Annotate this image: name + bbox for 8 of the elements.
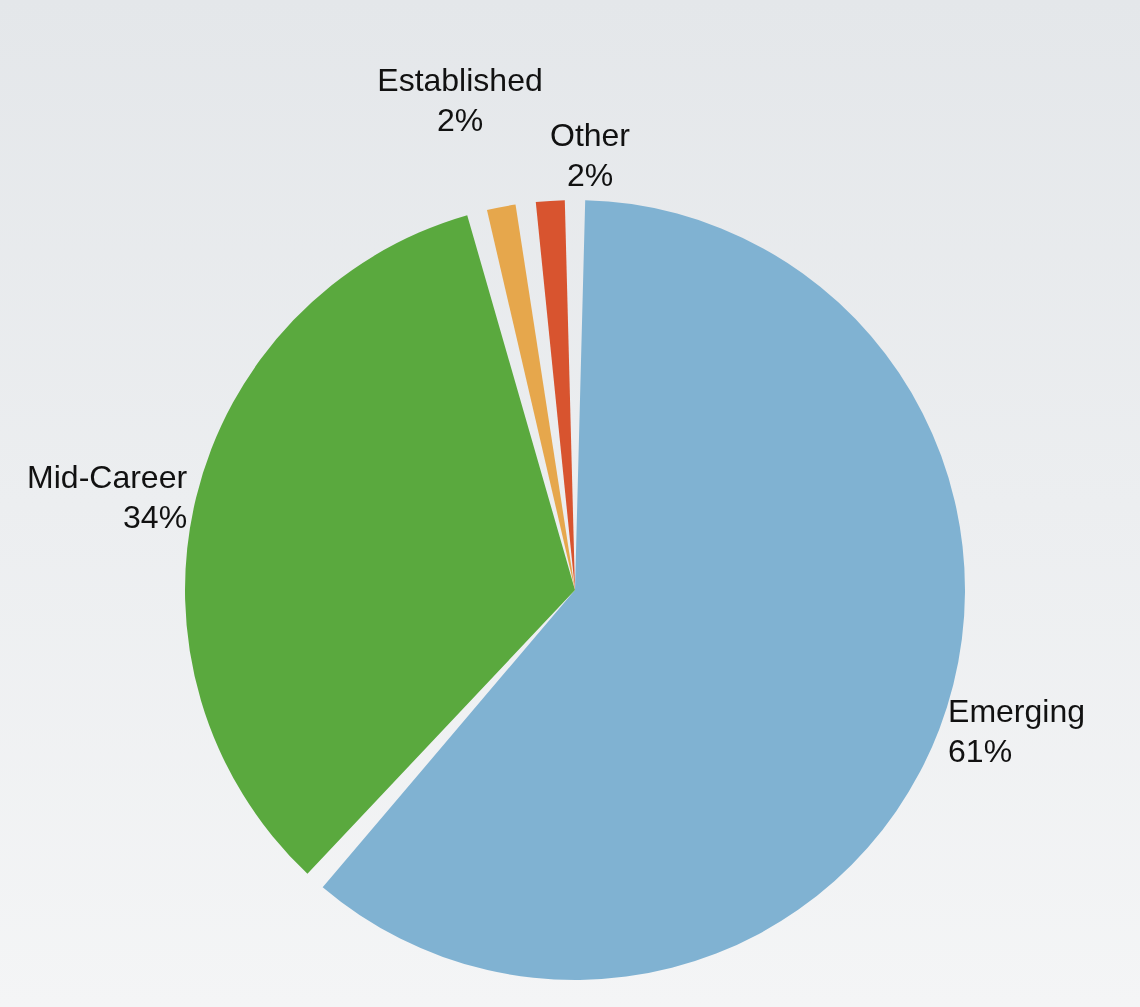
slice-label: Mid-Career bbox=[27, 459, 188, 496]
data-label: 61% bbox=[948, 732, 1013, 769]
slice-label: Emerging bbox=[948, 692, 1086, 729]
slice-label: Other bbox=[549, 117, 631, 153]
slice-label: Established bbox=[377, 62, 543, 98]
data-label: 2% bbox=[566, 157, 614, 193]
data-label: 2% bbox=[436, 102, 484, 138]
data-label: 34% bbox=[123, 499, 188, 536]
